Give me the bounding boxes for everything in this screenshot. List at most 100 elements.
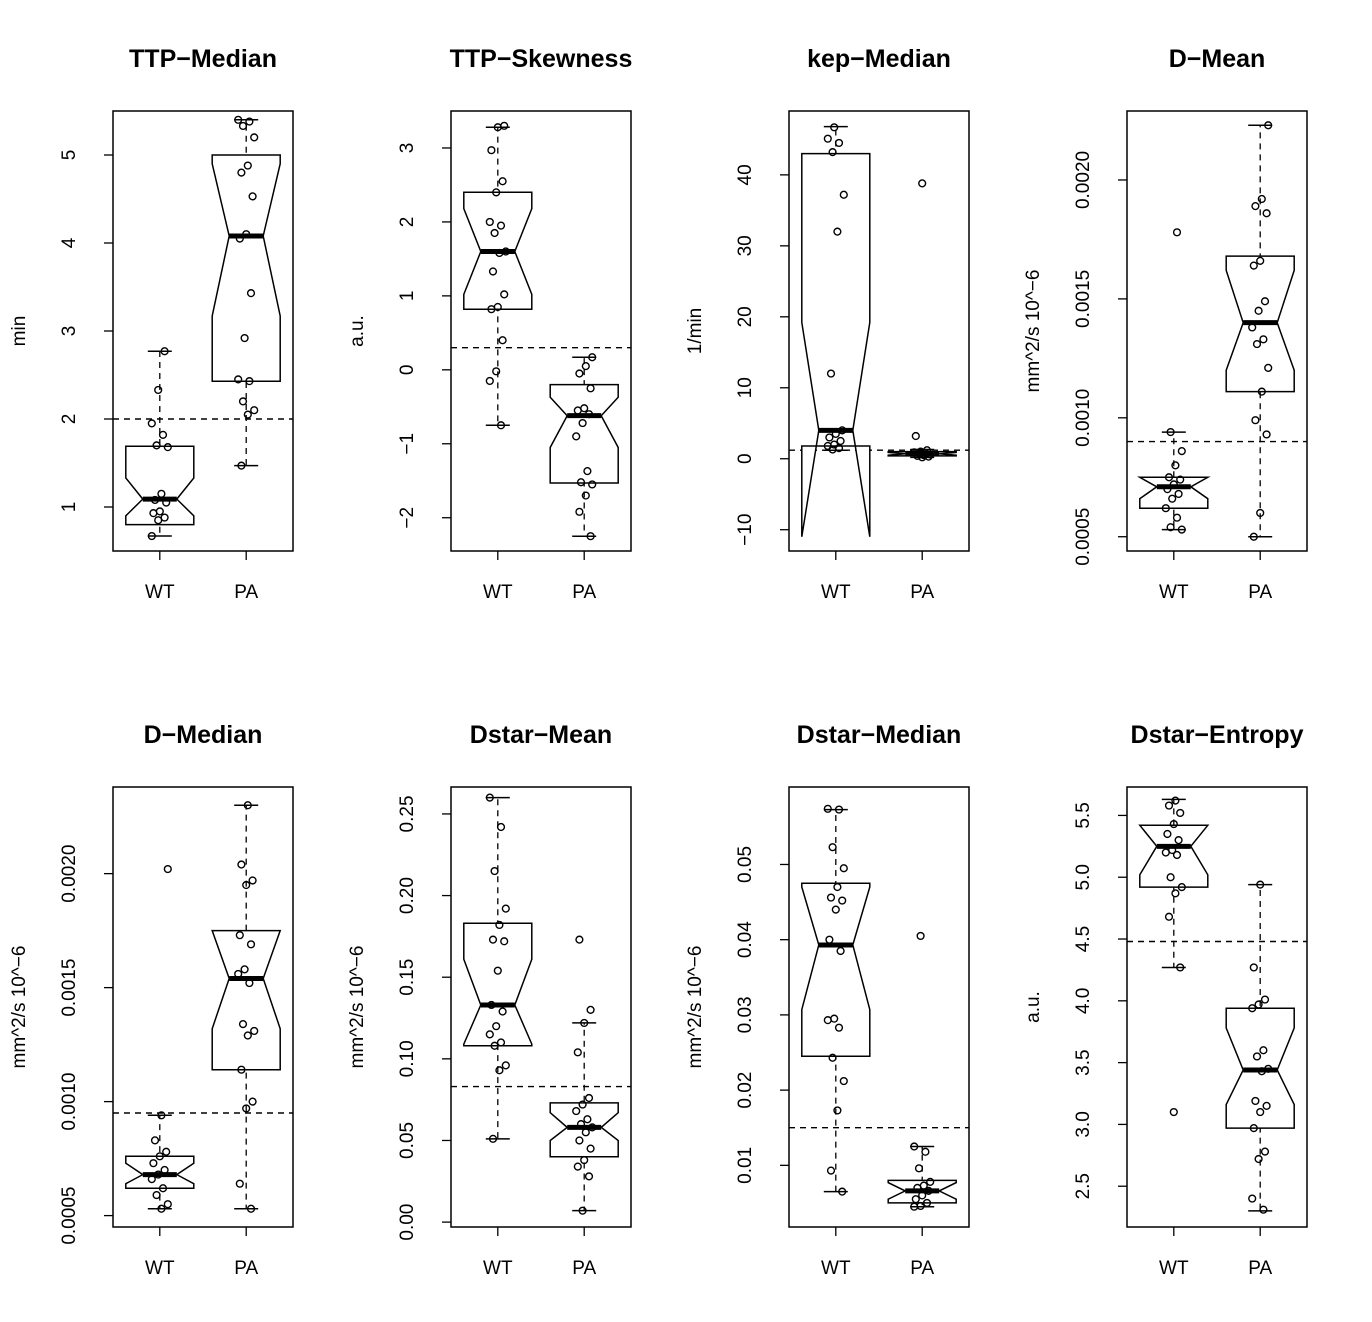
data-point (584, 1172, 594, 1181)
y-tick-label: 4.0 (1073, 988, 1094, 1014)
panel-8: Dstar−Entropy a.u. 2.5 3.0 3.5 4.0 4.5 5.0 5.5 WT… (1023, 721, 1308, 1279)
data-point (490, 1041, 499, 1050)
y-tick-label: −10 (735, 514, 756, 546)
y-tick-label: 5 (59, 150, 80, 161)
y-tick-label: 0.00 (397, 1204, 418, 1241)
data-point (1249, 963, 1258, 972)
data-point (1163, 829, 1172, 839)
data-point (1260, 1147, 1270, 1156)
y-tick-label: 0.0020 (1073, 151, 1094, 209)
data-point (1168, 494, 1177, 503)
data-point (485, 1030, 494, 1039)
data-point (488, 1134, 498, 1143)
y-tick-label: 4.5 (1073, 926, 1094, 952)
data-point (488, 935, 498, 944)
panel-title: D−Median (144, 721, 263, 749)
data-point (834, 138, 844, 148)
data-point (160, 1165, 169, 1175)
data-point (152, 1190, 161, 1200)
y-tick-label: 2 (59, 414, 80, 425)
y-tick-label: 0.25 (397, 795, 418, 832)
data-point (1256, 1107, 1265, 1117)
data-point (243, 801, 252, 810)
data-point (1166, 873, 1175, 882)
x-tick-label: WT (145, 1258, 175, 1279)
y-tick-label: 0.10 (397, 1040, 418, 1077)
y-tick-label: 0.0015 (59, 959, 80, 1017)
data-point (586, 1144, 595, 1153)
data-point (586, 1005, 595, 1014)
data-point (588, 480, 597, 489)
data-point (839, 190, 848, 199)
y-axis-label: a.u. (1023, 991, 1044, 1023)
data-point (237, 168, 246, 177)
x-tick-label: PA (1248, 582, 1272, 603)
data-point (500, 937, 509, 946)
data-point (838, 426, 847, 435)
y-tick-label: −1 (397, 433, 418, 455)
data-point (838, 1187, 847, 1196)
data-point (238, 397, 248, 406)
y-axis-label: a.u. (347, 315, 368, 347)
data-point (833, 227, 842, 236)
data-point (1260, 297, 1270, 306)
data-point (1252, 1052, 1262, 1061)
data-point (588, 353, 597, 362)
data-point (583, 467, 592, 476)
panel-7: Dstar−Median mm^2/s 10^−6 0.01 0.02 0.03 0.04… (685, 721, 970, 1279)
data-point (1249, 532, 1258, 541)
data-point (578, 1100, 587, 1109)
y-tick-label: 0.02 (735, 1072, 756, 1109)
y-tick-label: 0.15 (397, 959, 418, 996)
data-point (1264, 121, 1273, 130)
data-point (492, 367, 501, 376)
data-point (839, 1076, 848, 1086)
data-point (1169, 480, 1178, 489)
data-point (250, 406, 259, 415)
data-point (485, 376, 494, 386)
data-point (1169, 1107, 1178, 1117)
data-point (163, 1200, 172, 1209)
data-point (238, 1019, 248, 1029)
data-point (235, 234, 244, 243)
y-tick-label: 20 (735, 306, 756, 327)
data-point (1174, 836, 1183, 845)
y-tick-label: 3 (397, 143, 418, 154)
data-point (1251, 202, 1260, 211)
y-tick-label: 0 (735, 453, 756, 464)
data-point (492, 1022, 501, 1031)
data-point (162, 1147, 171, 1156)
plot-frame (788, 786, 970, 1228)
data-point (584, 1093, 594, 1103)
data-point (245, 377, 254, 386)
x-tick-label: PA (910, 1258, 934, 1279)
panel-2: TTP−Skewness a.u. −2 −1 0 1 2 3 WT PA (347, 45, 632, 603)
data-point (916, 1201, 925, 1211)
panel-3: kep−Median 1/min −10 0 10 20 30 40 WT PA (685, 45, 970, 603)
data-point (492, 188, 501, 197)
plot-frame (450, 110, 632, 552)
data-point (1259, 1046, 1268, 1055)
data-point (1164, 473, 1174, 482)
data-point (578, 418, 587, 428)
data-point (155, 507, 164, 516)
y-tick-label: 0.03 (735, 996, 756, 1033)
data-point (1164, 801, 1174, 810)
box-pa (211, 154, 281, 382)
data-point (147, 419, 156, 428)
data-point (162, 498, 171, 507)
data-point (833, 882, 842, 892)
data-point (237, 860, 246, 869)
data-point (1248, 1004, 1257, 1013)
y-tick-label: 3 (59, 326, 80, 337)
data-point (580, 404, 589, 413)
data-point (246, 289, 256, 298)
data-point (155, 1152, 164, 1161)
y-axis-label: min (9, 316, 30, 347)
y-tick-label: 0.20 (397, 877, 418, 914)
data-point (237, 1065, 246, 1074)
data-point (572, 1106, 581, 1116)
x-tick-label: PA (234, 1258, 258, 1279)
data-point (500, 290, 509, 299)
